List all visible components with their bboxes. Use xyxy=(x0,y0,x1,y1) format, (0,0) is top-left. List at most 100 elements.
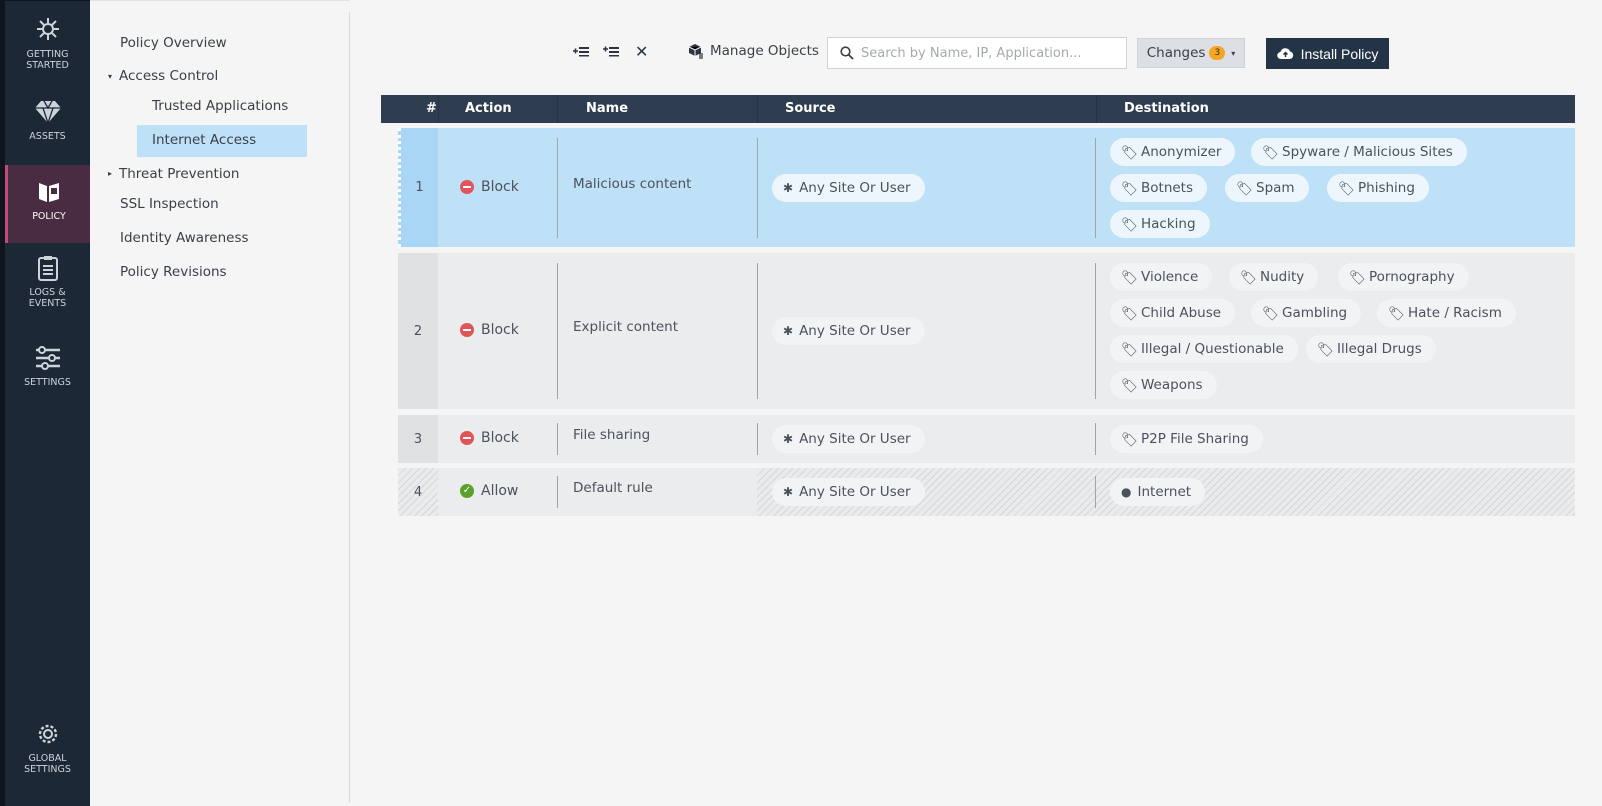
row-name[interactable]: Explicit content xyxy=(573,319,679,335)
getting-started-icon xyxy=(36,18,59,40)
collapse-caret-icon[interactable]: ▸ xyxy=(108,169,113,178)
cell-divider xyxy=(1095,476,1096,508)
tag-icon: 🏷 xyxy=(1121,432,1139,448)
destination-pill[interactable]: 🏷 Spyware / Malicious Sites xyxy=(1251,138,1467,166)
add-rule-above-icon[interactable] xyxy=(572,44,590,62)
col-header-destination[interactable]: Destination xyxy=(1124,101,1209,116)
rail-item-assets[interactable]: ASSETS xyxy=(5,99,90,142)
block-icon xyxy=(460,323,474,337)
row-action[interactable]: ✓ Allow xyxy=(460,483,518,499)
destination-pill[interactable]: ● Internet xyxy=(1110,478,1206,506)
col-header-name[interactable]: Name xyxy=(586,101,629,116)
rail-item-settings[interactable]: SETTINGS xyxy=(5,345,90,388)
destination-label: Illegal / Questionable xyxy=(1141,341,1284,357)
destination-pill[interactable]: 🏷 P2P File Sharing xyxy=(1110,425,1263,453)
tag-icon: 🏷 xyxy=(1121,145,1139,161)
destination-pill[interactable]: 🏷 Nudity xyxy=(1229,263,1319,291)
search-input[interactable] xyxy=(861,45,1116,61)
tag-icon: 🏷 xyxy=(1121,270,1139,286)
source-label: Any Site Or User xyxy=(799,484,911,500)
clipboard-icon xyxy=(37,256,58,281)
destination-pill[interactable]: 🏷 Anonymizer xyxy=(1110,138,1236,166)
cell-divider xyxy=(757,423,758,455)
col-divider xyxy=(757,95,758,123)
destination-label: Violence xyxy=(1141,269,1199,285)
search-box[interactable] xyxy=(827,37,1127,69)
table-row[interactable]: 4 ✓ Allow Default rule ✱ Any Site Or Use… xyxy=(398,468,1575,516)
row-name[interactable]: Default rule xyxy=(573,480,653,496)
nav-threat-prevention[interactable]: Threat Prevention xyxy=(119,166,240,182)
rail-item-global-settings[interactable]: GLOBAL SETTINGS xyxy=(5,721,90,775)
source-pill[interactable]: ✱ Any Site Or User xyxy=(772,478,925,506)
nav-ssl-inspection[interactable]: SSL Inspection xyxy=(120,196,219,212)
col-divider xyxy=(438,95,439,123)
source-pill[interactable]: ✱ Any Site Or User xyxy=(772,174,925,202)
destination-pill[interactable]: 🏷 Illegal / Questionable xyxy=(1110,335,1298,363)
rail-label: GLOBAL xyxy=(28,753,67,764)
rail-item-getting-started[interactable]: GETTING STARTED xyxy=(5,15,90,71)
row-action-label: Block xyxy=(481,322,519,338)
rail-label: POLICY xyxy=(32,211,66,222)
destination-pill[interactable]: 🏷 Pornography xyxy=(1338,263,1469,291)
destination-label: Hate / Racism xyxy=(1408,305,1502,321)
source-pill[interactable]: ✱ Any Site Or User xyxy=(772,317,925,345)
rail-label: SETTINGS xyxy=(24,764,71,775)
nav-trusted-applications[interactable]: Trusted Applications xyxy=(152,98,289,114)
nav-access-control[interactable]: Access Control xyxy=(119,68,219,84)
destination-pill[interactable]: 🏷 Botnets xyxy=(1110,174,1208,202)
destination-pill[interactable]: 🏷 Hate / Racism xyxy=(1377,299,1516,327)
destination-label: Anonymizer xyxy=(1141,144,1222,160)
row-name[interactable]: File sharing xyxy=(573,427,651,443)
nav-policy-overview[interactable]: Policy Overview xyxy=(120,35,227,51)
changes-dropdown[interactable]: Changes 3 ▾ xyxy=(1137,38,1245,68)
search-icon xyxy=(840,46,854,60)
rail-item-logs-events[interactable]: LOGS & EVENTS xyxy=(5,255,90,309)
destination-pill[interactable]: 🏷 Phishing xyxy=(1327,174,1429,202)
row-action-label: Allow xyxy=(481,483,519,499)
nav-selected-highlight xyxy=(137,125,307,157)
cell-divider xyxy=(1095,138,1096,238)
table-row[interactable]: 2 Block Explicit content ✱ Any Site Or U… xyxy=(398,253,1575,409)
install-policy-button[interactable]: Install Policy xyxy=(1266,38,1389,69)
destination-label: Nudity xyxy=(1260,269,1305,285)
delete-rule-icon[interactable]: ✕ xyxy=(635,42,649,61)
install-policy-label: Install Policy xyxy=(1300,45,1379,62)
nav-policy-revisions[interactable]: Policy Revisions xyxy=(120,264,227,280)
row-action[interactable]: Block xyxy=(460,179,519,195)
row-number: 3 xyxy=(398,415,438,463)
destination-pill[interactable]: 🏷 Illegal Drugs xyxy=(1306,335,1436,363)
diamond-icon xyxy=(34,100,61,125)
destination-pill[interactable]: 🏷 Hacking xyxy=(1110,210,1210,238)
add-rule-below-icon[interactable] xyxy=(602,44,620,62)
table-header: # Action Name Source Destination xyxy=(381,95,1575,123)
nav-internet-access[interactable]: Internet Access xyxy=(152,132,257,148)
table-row[interactable]: 1 Block Malicious content ✱ Any Site Or … xyxy=(398,128,1575,247)
row-number: 1 xyxy=(398,128,438,247)
allow-icon: ✓ xyxy=(460,484,474,498)
destination-label: Child Abuse xyxy=(1141,305,1222,321)
destination-label: Phishing xyxy=(1358,180,1415,196)
expand-caret-icon[interactable]: ▾ xyxy=(108,72,113,81)
asterisk-icon: ✱ xyxy=(783,432,794,446)
destination-label: Internet xyxy=(1137,484,1192,500)
destination-pill[interactable]: 🏷 Weapons xyxy=(1110,371,1217,399)
table-row[interactable]: 3 Block File sharing ✱ Any Site Or User … xyxy=(398,415,1575,463)
destination-pill[interactable]: 🏷 Child Abuse xyxy=(1110,299,1236,327)
destination-pill[interactable]: 🏷 Spam xyxy=(1225,174,1309,202)
tag-icon: 🏷 xyxy=(1349,270,1367,286)
tag-icon: 🏷 xyxy=(1121,378,1139,394)
source-pill[interactable]: ✱ Any Site Or User xyxy=(772,425,925,453)
rail-label: STARTED xyxy=(26,60,69,71)
col-header-num[interactable]: # xyxy=(426,101,437,116)
nav-identity-awareness[interactable]: Identity Awareness xyxy=(120,230,249,246)
row-name[interactable]: Malicious content xyxy=(573,176,692,192)
destination-pill[interactable]: 🏷 Gambling xyxy=(1251,299,1362,327)
col-header-action[interactable]: Action xyxy=(465,101,512,116)
manage-objects-button[interactable]: Manage Objects xyxy=(688,43,819,59)
col-header-source[interactable]: Source xyxy=(785,101,836,116)
row-action[interactable]: Block xyxy=(460,430,519,446)
row-action[interactable]: Block xyxy=(460,322,519,338)
destination-label: Hacking xyxy=(1141,216,1196,232)
destination-pill[interactable]: 🏷 Violence xyxy=(1110,263,1213,291)
rail-item-policy[interactable]: POLICY xyxy=(5,165,90,243)
